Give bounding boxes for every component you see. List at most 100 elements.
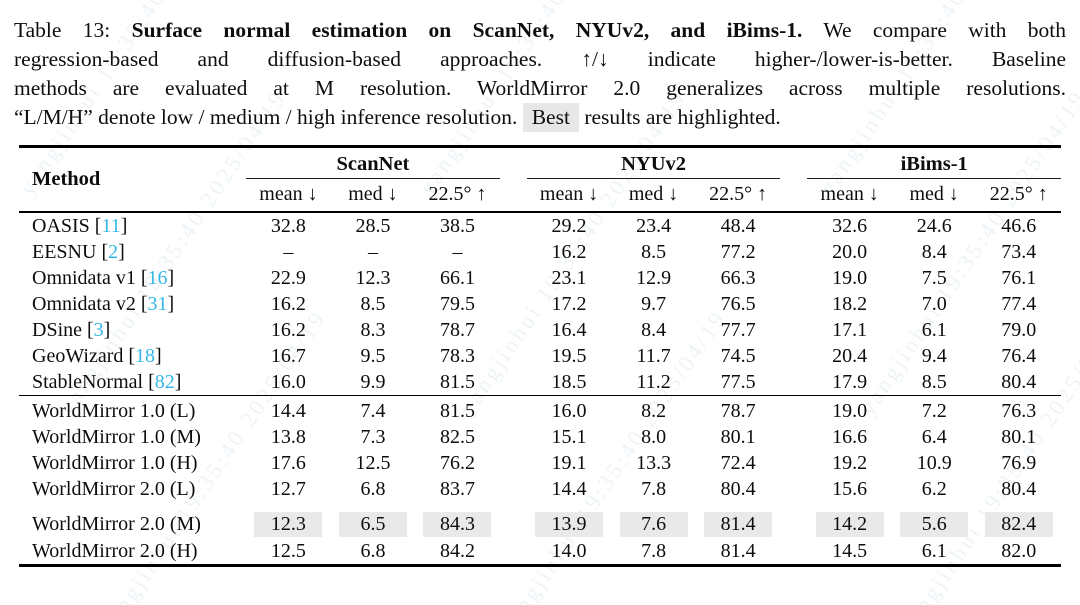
- value-cell: 8.5: [641, 240, 667, 263]
- best-value-highlight: 13.9: [535, 511, 604, 537]
- citation-link[interactable]: [11]: [89, 214, 128, 237]
- table-row: WorldMirror 1.0 (H) 17.6 12.5 76.2 19.1 13.3 7…: [19, 451, 1061, 477]
- value-cell: 82.4: [976, 503, 1061, 539]
- col-scannet-22-5: 22.5° ↑: [428, 183, 487, 205]
- value-cell: 14.4: [551, 478, 587, 500]
- best-value-highlight: 5.6: [900, 511, 969, 537]
- table-row: WorldMirror 2.0 (H) 12.5 6.8 84.2 14.0 7.8 81.…: [19, 538, 1061, 566]
- best-value-highlight: 12.3: [254, 511, 323, 537]
- column-gap: [780, 265, 807, 291]
- value-cell: 79.0: [1001, 318, 1037, 341]
- value-cell: 6.5: [331, 503, 416, 539]
- caption-line-4: “L/M/H” denote low / medium / high infer…: [14, 103, 1066, 132]
- value-cell: 13.3: [636, 452, 672, 474]
- value-cell: 76.5: [720, 292, 756, 315]
- best-value-highlight: 7.6: [619, 511, 688, 537]
- value-cell: 81.5: [439, 370, 475, 393]
- column-gap: [500, 343, 527, 369]
- col-scannet-mean: mean ↓: [259, 183, 318, 205]
- citation-link[interactable]: [31]: [135, 292, 175, 315]
- value-cell: 14.2: [807, 503, 892, 539]
- caption-title-bold: Surface normal estimation on ScanNet, NY…: [131, 18, 803, 42]
- value-cell: 7.0: [921, 292, 947, 315]
- value-cell: 9.9: [360, 370, 386, 393]
- method-cell: StableNormal [82]: [32, 370, 182, 393]
- value-cell: 19.0: [832, 266, 868, 289]
- value-cell: 76.9: [1001, 452, 1037, 474]
- value-cell: 83.7: [439, 478, 475, 500]
- value-cell: 8.2: [611, 395, 696, 425]
- column-gap: [500, 477, 527, 503]
- best-value-highlight: 14.2: [815, 511, 884, 537]
- value-cell: –: [452, 240, 463, 263]
- value-cell: 76.3: [976, 395, 1061, 425]
- value-cell: 17.6: [270, 452, 306, 474]
- value-cell: 8.3: [360, 318, 386, 341]
- table-row: WorldMirror 2.0 (L) 12.7 6.8 83.7 14.4 7.8 80.…: [19, 477, 1061, 503]
- value-cell: 78.7: [695, 395, 781, 425]
- value-cell: 6.1: [921, 318, 947, 341]
- subheader-row: mean ↓ med ↓ 22.5° ↑ mean ↓ med ↓ 22.5° …: [19, 179, 1061, 213]
- method-cell: DSine [3]: [32, 318, 111, 341]
- value-cell: 80.1: [1001, 426, 1037, 448]
- table-row: WorldMirror 1.0 (M) 13.8 7.3 82.5 15.1 8.0 80.…: [19, 425, 1061, 451]
- value-cell: 77.5: [720, 370, 756, 393]
- value-cell: 20.4: [832, 344, 868, 367]
- citation-link[interactable]: [3]: [82, 318, 111, 341]
- value-cell: 77.4: [1001, 292, 1037, 315]
- value-cell: 76.2: [439, 452, 475, 474]
- method-cell: WorldMirror 2.0 (L): [32, 478, 196, 500]
- value-cell: 16.7: [270, 344, 306, 367]
- value-cell: 7.2: [891, 395, 977, 425]
- column-gap: [780, 477, 807, 503]
- best-value-highlight: 84.3: [423, 511, 492, 537]
- value-cell: 8.5: [360, 292, 386, 315]
- value-cell: 6.2: [921, 478, 947, 500]
- value-cell: 72.4: [720, 452, 756, 474]
- method-cell: OASIS [11]: [32, 214, 128, 237]
- value-cell: 23.4: [636, 214, 672, 237]
- column-gap: [500, 147, 527, 179]
- citation-link[interactable]: [82]: [143, 370, 182, 393]
- value-cell: 7.8: [641, 478, 667, 500]
- value-cell: 12.5: [270, 539, 306, 562]
- caption-label: Table 13:: [14, 18, 111, 42]
- value-cell: 19.0: [807, 395, 892, 425]
- value-cell: 12.3: [246, 503, 331, 539]
- table-row: WorldMirror 2.0 (M) 12.3 6.5 84.3 13.9 7.6 81.…: [19, 503, 1061, 539]
- value-cell: 5.6: [892, 503, 977, 539]
- col-ibims1-22-5: 22.5° ↑: [989, 183, 1048, 205]
- table-row: StableNormal [82] 16.0 9.9 81.5 18.5 11.2 77.5…: [19, 369, 1061, 396]
- group-header-ibims1: iBims-1: [807, 146, 1061, 179]
- table-row: DSine [3] 16.2 8.3 78.7 16.4 8.4 77.7 17.1 6.1 79…: [19, 317, 1061, 343]
- citation-link[interactable]: [16]: [135, 266, 175, 289]
- column-gap: [780, 503, 807, 539]
- citation-link[interactable]: [2]: [96, 240, 125, 263]
- caption-line-2: regression-based and diffusion-based app…: [14, 47, 1066, 71]
- value-cell: 16.6: [832, 426, 868, 448]
- value-cell: 7.3: [360, 426, 386, 448]
- column-gap: [780, 369, 807, 396]
- group-header-row: Method ScanNet NYUv2 iBims-1: [19, 146, 1061, 190]
- column-gap: [500, 291, 527, 317]
- value-cell: 17.9: [832, 370, 868, 393]
- value-cell: 32.8: [270, 214, 306, 237]
- value-cell: 80.1: [720, 426, 756, 448]
- table-row: OASIS [11] 32.8 28.5 38.5 29.2 23.4 48.4 32.6 24…: [19, 212, 1061, 239]
- value-cell: 46.6: [1001, 214, 1037, 237]
- best-value-highlight: 82.4: [984, 511, 1053, 537]
- value-cell: 20.0: [832, 240, 868, 263]
- citation-link[interactable]: [18]: [123, 344, 162, 367]
- col-ibims1-mean: mean ↓: [820, 183, 879, 205]
- col-nyuv2-22-5: 22.5° ↑: [709, 183, 768, 205]
- value-cell: 12.5: [355, 452, 391, 474]
- value-cell: 79.5: [439, 292, 475, 315]
- column-gap: [780, 538, 807, 566]
- value-cell: 6.8: [360, 478, 386, 500]
- col-scannet-med: med ↓: [348, 183, 398, 205]
- column-gap: [500, 451, 527, 477]
- caption-line-3: methods are evaluated at M resolution. W…: [14, 76, 1066, 100]
- value-cell: 11.2: [636, 370, 671, 393]
- table-header: Method ScanNet NYUv2 iBims-1 mean ↓ med …: [19, 146, 1061, 213]
- value-cell: 16.2: [270, 292, 306, 315]
